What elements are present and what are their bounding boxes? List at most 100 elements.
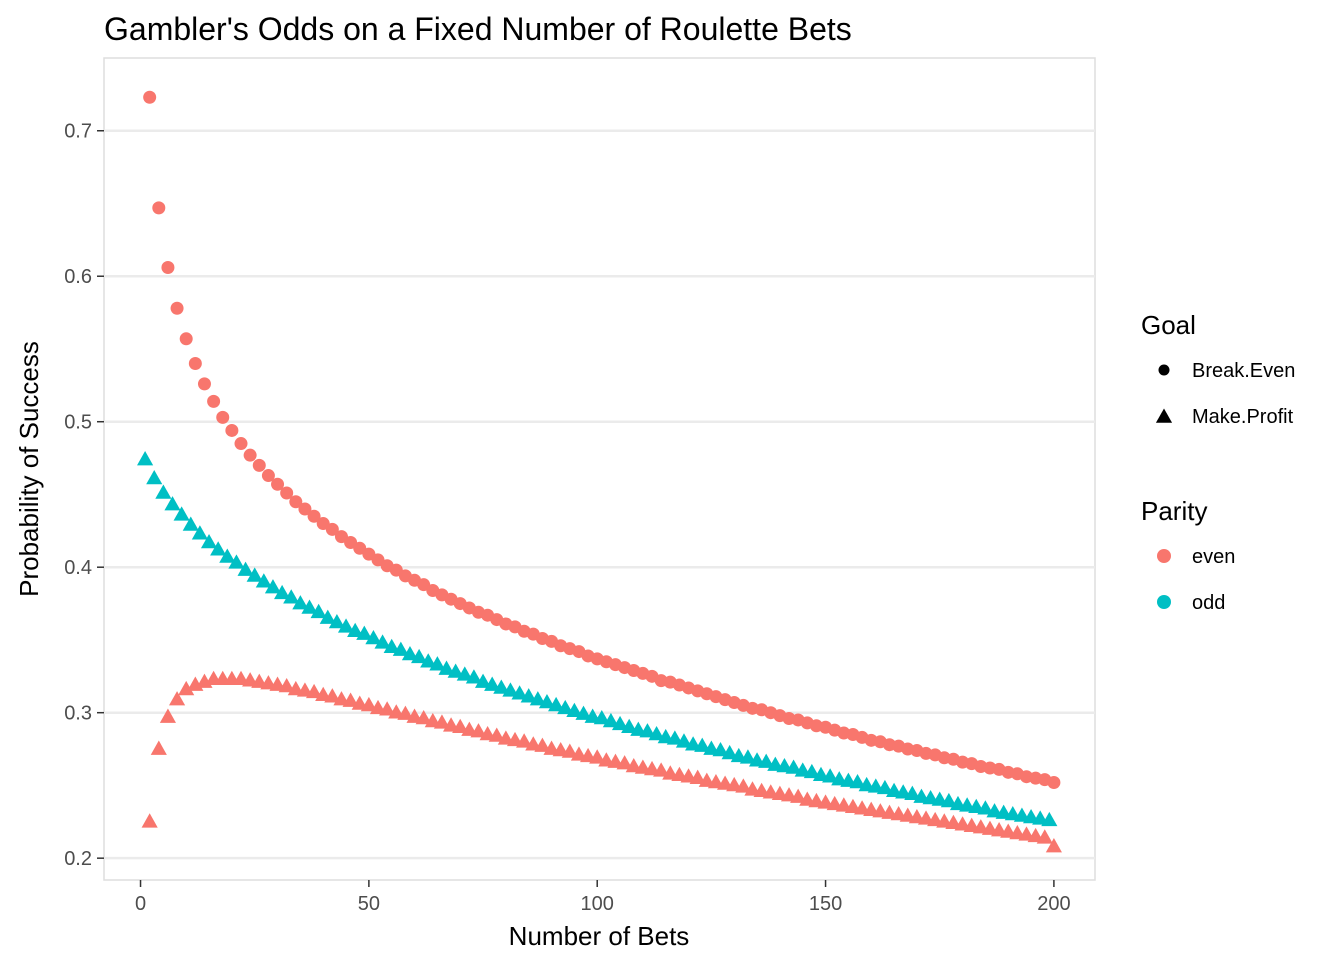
data-point — [252, 458, 266, 472]
data-point — [283, 589, 300, 604]
data-point — [575, 705, 592, 720]
series-make-profit-even — [141, 670, 1062, 853]
data-point — [484, 676, 501, 691]
data-point — [602, 712, 619, 728]
data-point — [593, 710, 610, 725]
data-point — [143, 90, 157, 104]
data-point — [168, 691, 186, 706]
data-point — [197, 377, 211, 391]
data-point — [225, 423, 239, 437]
x-tick-label: 200 — [1037, 893, 1070, 915]
data-point — [255, 573, 272, 588]
series-break-even-even — [143, 90, 1061, 790]
data-point — [566, 702, 583, 718]
legend-key-circle — [1157, 595, 1171, 609]
data-point — [319, 609, 336, 624]
data-point — [822, 768, 839, 783]
legend-title: Parity — [1141, 496, 1207, 526]
data-point — [675, 733, 693, 748]
data-point — [456, 666, 473, 681]
data-point — [179, 332, 193, 346]
data-point — [365, 629, 382, 645]
legend-label: even — [1192, 546, 1235, 568]
data-point — [379, 701, 396, 716]
data-point — [207, 394, 221, 408]
x-tick-label: 0 — [135, 893, 146, 915]
data-point — [621, 718, 638, 734]
data-point — [141, 813, 158, 828]
data-point — [164, 496, 181, 511]
x-tick-label: 150 — [809, 893, 842, 915]
data-point — [155, 484, 172, 499]
data-point — [429, 656, 446, 671]
data-point — [347, 622, 364, 637]
data-point — [465, 669, 482, 684]
data-point — [243, 448, 257, 462]
data-point — [876, 779, 894, 795]
data-point — [790, 788, 807, 803]
y-tick-label: 0.5 — [64, 412, 92, 434]
data-point — [529, 691, 546, 706]
data-point — [689, 769, 706, 784]
data-point — [146, 469, 163, 485]
data-point — [178, 680, 195, 696]
legend-goal: Goal Break.Even Make.Profit — [1141, 310, 1295, 428]
legend-title: Goal — [1141, 310, 1196, 340]
data-point — [280, 486, 294, 500]
data-point — [137, 451, 154, 466]
data-point — [305, 683, 323, 699]
data-point — [383, 638, 400, 654]
data-point — [271, 477, 285, 491]
data-point — [342, 692, 359, 707]
data-point — [325, 522, 339, 536]
data-point — [324, 688, 341, 703]
data-point — [278, 678, 295, 693]
data-point — [538, 694, 556, 709]
data-point — [548, 696, 565, 712]
legend-key-circle — [1158, 364, 1170, 376]
data-point — [712, 742, 729, 757]
data-point — [721, 744, 738, 760]
data-point — [298, 502, 312, 516]
data-point — [415, 710, 432, 725]
data-point — [447, 663, 464, 678]
y-axis-title: Probability of Success — [14, 341, 44, 597]
data-point — [216, 410, 230, 424]
data-point — [264, 579, 282, 594]
data-point — [666, 730, 683, 745]
data-point — [735, 778, 752, 793]
y-tick-label: 0.2 — [64, 848, 92, 870]
data-point — [274, 584, 291, 600]
data-point — [261, 469, 275, 483]
data-point — [438, 660, 455, 675]
data-point — [803, 763, 820, 779]
data-point — [159, 708, 177, 723]
plot-panel — [103, 57, 1096, 881]
y-axis: 0.2 0.3 0.4 0.5 0.6 0.7 — [64, 121, 104, 870]
data-point — [356, 625, 373, 640]
data-point — [561, 743, 578, 758]
data-point — [940, 792, 957, 808]
legend-label: Break.Even — [1192, 360, 1295, 382]
data-point — [977, 800, 994, 815]
x-tick-label: 100 — [581, 893, 614, 915]
data-point — [611, 715, 629, 731]
legend-key-circle — [1157, 549, 1171, 563]
x-tick-label: 50 — [358, 893, 380, 915]
data-point — [433, 714, 451, 729]
data-point — [1041, 811, 1058, 827]
data-point — [411, 648, 428, 664]
data-point — [310, 603, 327, 619]
data-point — [374, 634, 391, 649]
data-point — [557, 699, 574, 715]
data-point — [219, 548, 236, 563]
data-point — [401, 645, 419, 661]
data-point — [234, 437, 248, 451]
data-point — [516, 733, 533, 748]
data-point — [502, 682, 519, 697]
data-point — [228, 554, 245, 569]
data-point — [170, 301, 184, 315]
data-point — [785, 759, 802, 774]
data-point — [1045, 838, 1062, 853]
